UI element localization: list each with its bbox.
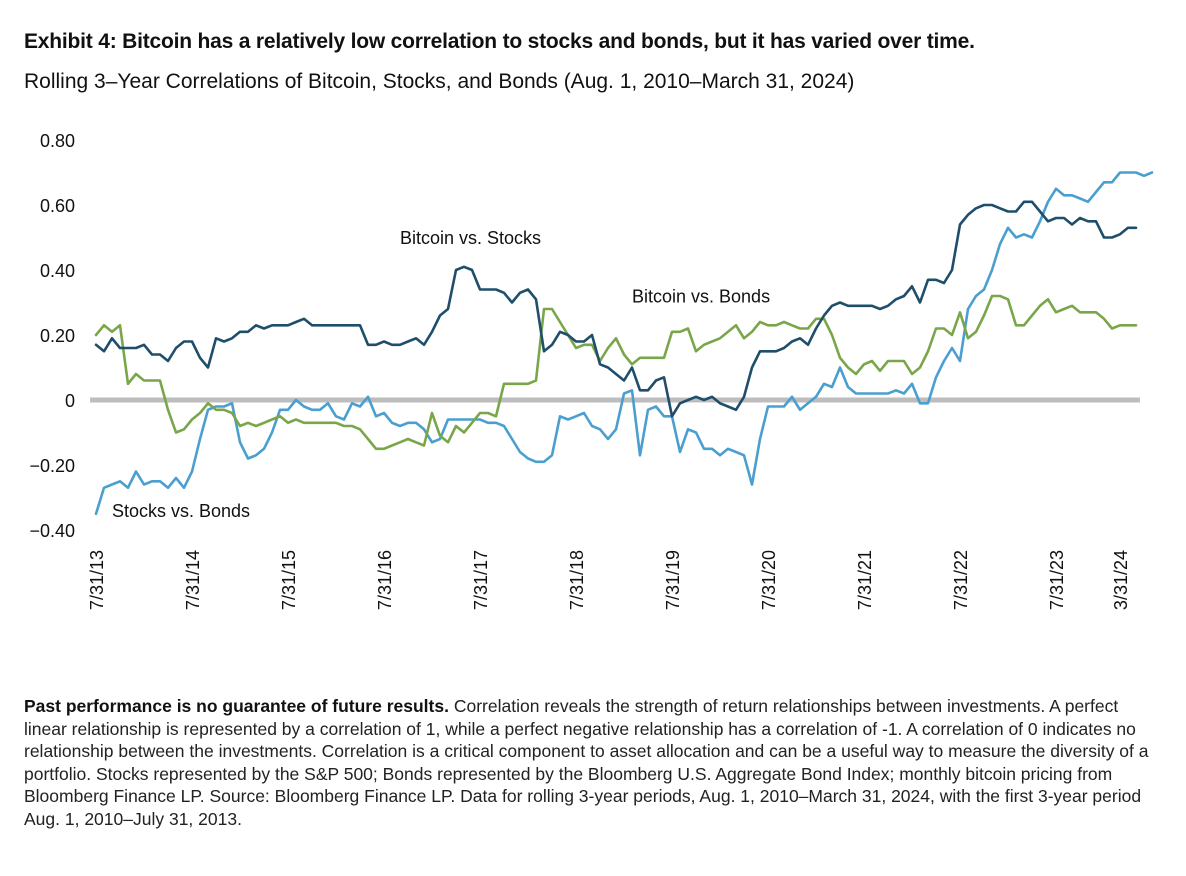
x-tick-label: 7/31/20 [759, 550, 779, 610]
y-tick-label: 0.80 [40, 131, 75, 151]
series-annotations: Bitcoin vs. Stocks Bitcoin vs. Bonds Stock… [112, 228, 770, 521]
y-tick-label: 0.40 [40, 261, 75, 281]
x-tick-label: 7/31/15 [279, 550, 299, 610]
x-tick-label: 7/31/17 [471, 550, 491, 610]
annotation-bitcoin-vs-stocks: Bitcoin vs. Stocks [400, 228, 541, 248]
y-tick-label: 0.60 [40, 196, 75, 216]
x-tick-label: 7/31/22 [951, 550, 971, 610]
footnote-text: Correlation reveals the strength of retu… [24, 696, 1149, 829]
footnote-disclaimer: Past performance is no guarantee of futu… [24, 696, 449, 716]
y-tick-label: 0 [65, 391, 75, 411]
y-tick-label: −0.40 [29, 521, 75, 541]
series-line-bitcoin-vs-bonds [94, 294, 1138, 451]
x-axis: 7/31/13 7/31/14 7/31/15 7/31/16 7/31/17 7/31/… [87, 550, 1131, 610]
x-tick-label: 7/31/21 [855, 550, 875, 610]
series-line-stocks-vs-bonds [94, 171, 1154, 516]
x-tick-label: 7/31/14 [183, 550, 203, 610]
annotation-stocks-vs-bonds: Stocks vs. Bonds [112, 501, 250, 521]
x-tick-label: 7/31/13 [87, 550, 107, 610]
y-tick-label: 0.20 [40, 326, 75, 346]
chart-subtitle: Rolling 3–Year Correlations of Bitcoin, … [24, 70, 855, 93]
series-layer [94, 171, 1154, 516]
x-tick-label: 3/31/24 [1111, 550, 1131, 610]
correlation-line-chart: 0.800.600.400.200−0.20−0.40 7/31/13 7/31/… [29, 131, 1154, 610]
footnote: Past performance is no guarantee of futu… [24, 695, 1164, 830]
x-tick-label: 7/31/23 [1047, 550, 1067, 610]
x-tick-label: 7/31/19 [663, 550, 683, 610]
annotation-bitcoin-vs-bonds: Bitcoin vs. Bonds [632, 287, 770, 307]
series-line-bitcoin-vs-stocks [94, 200, 1138, 418]
x-tick-label: 7/31/16 [375, 550, 395, 610]
y-axis: 0.80 0.60 0.40 0.20 0 −0.20 −0.40 [29, 131, 75, 541]
exhibit-title: Exhibit 4: Bitcoin has a relatively low … [24, 30, 975, 53]
y-tick-label: −0.20 [29, 456, 75, 476]
x-tick-label: 7/31/18 [567, 550, 587, 610]
